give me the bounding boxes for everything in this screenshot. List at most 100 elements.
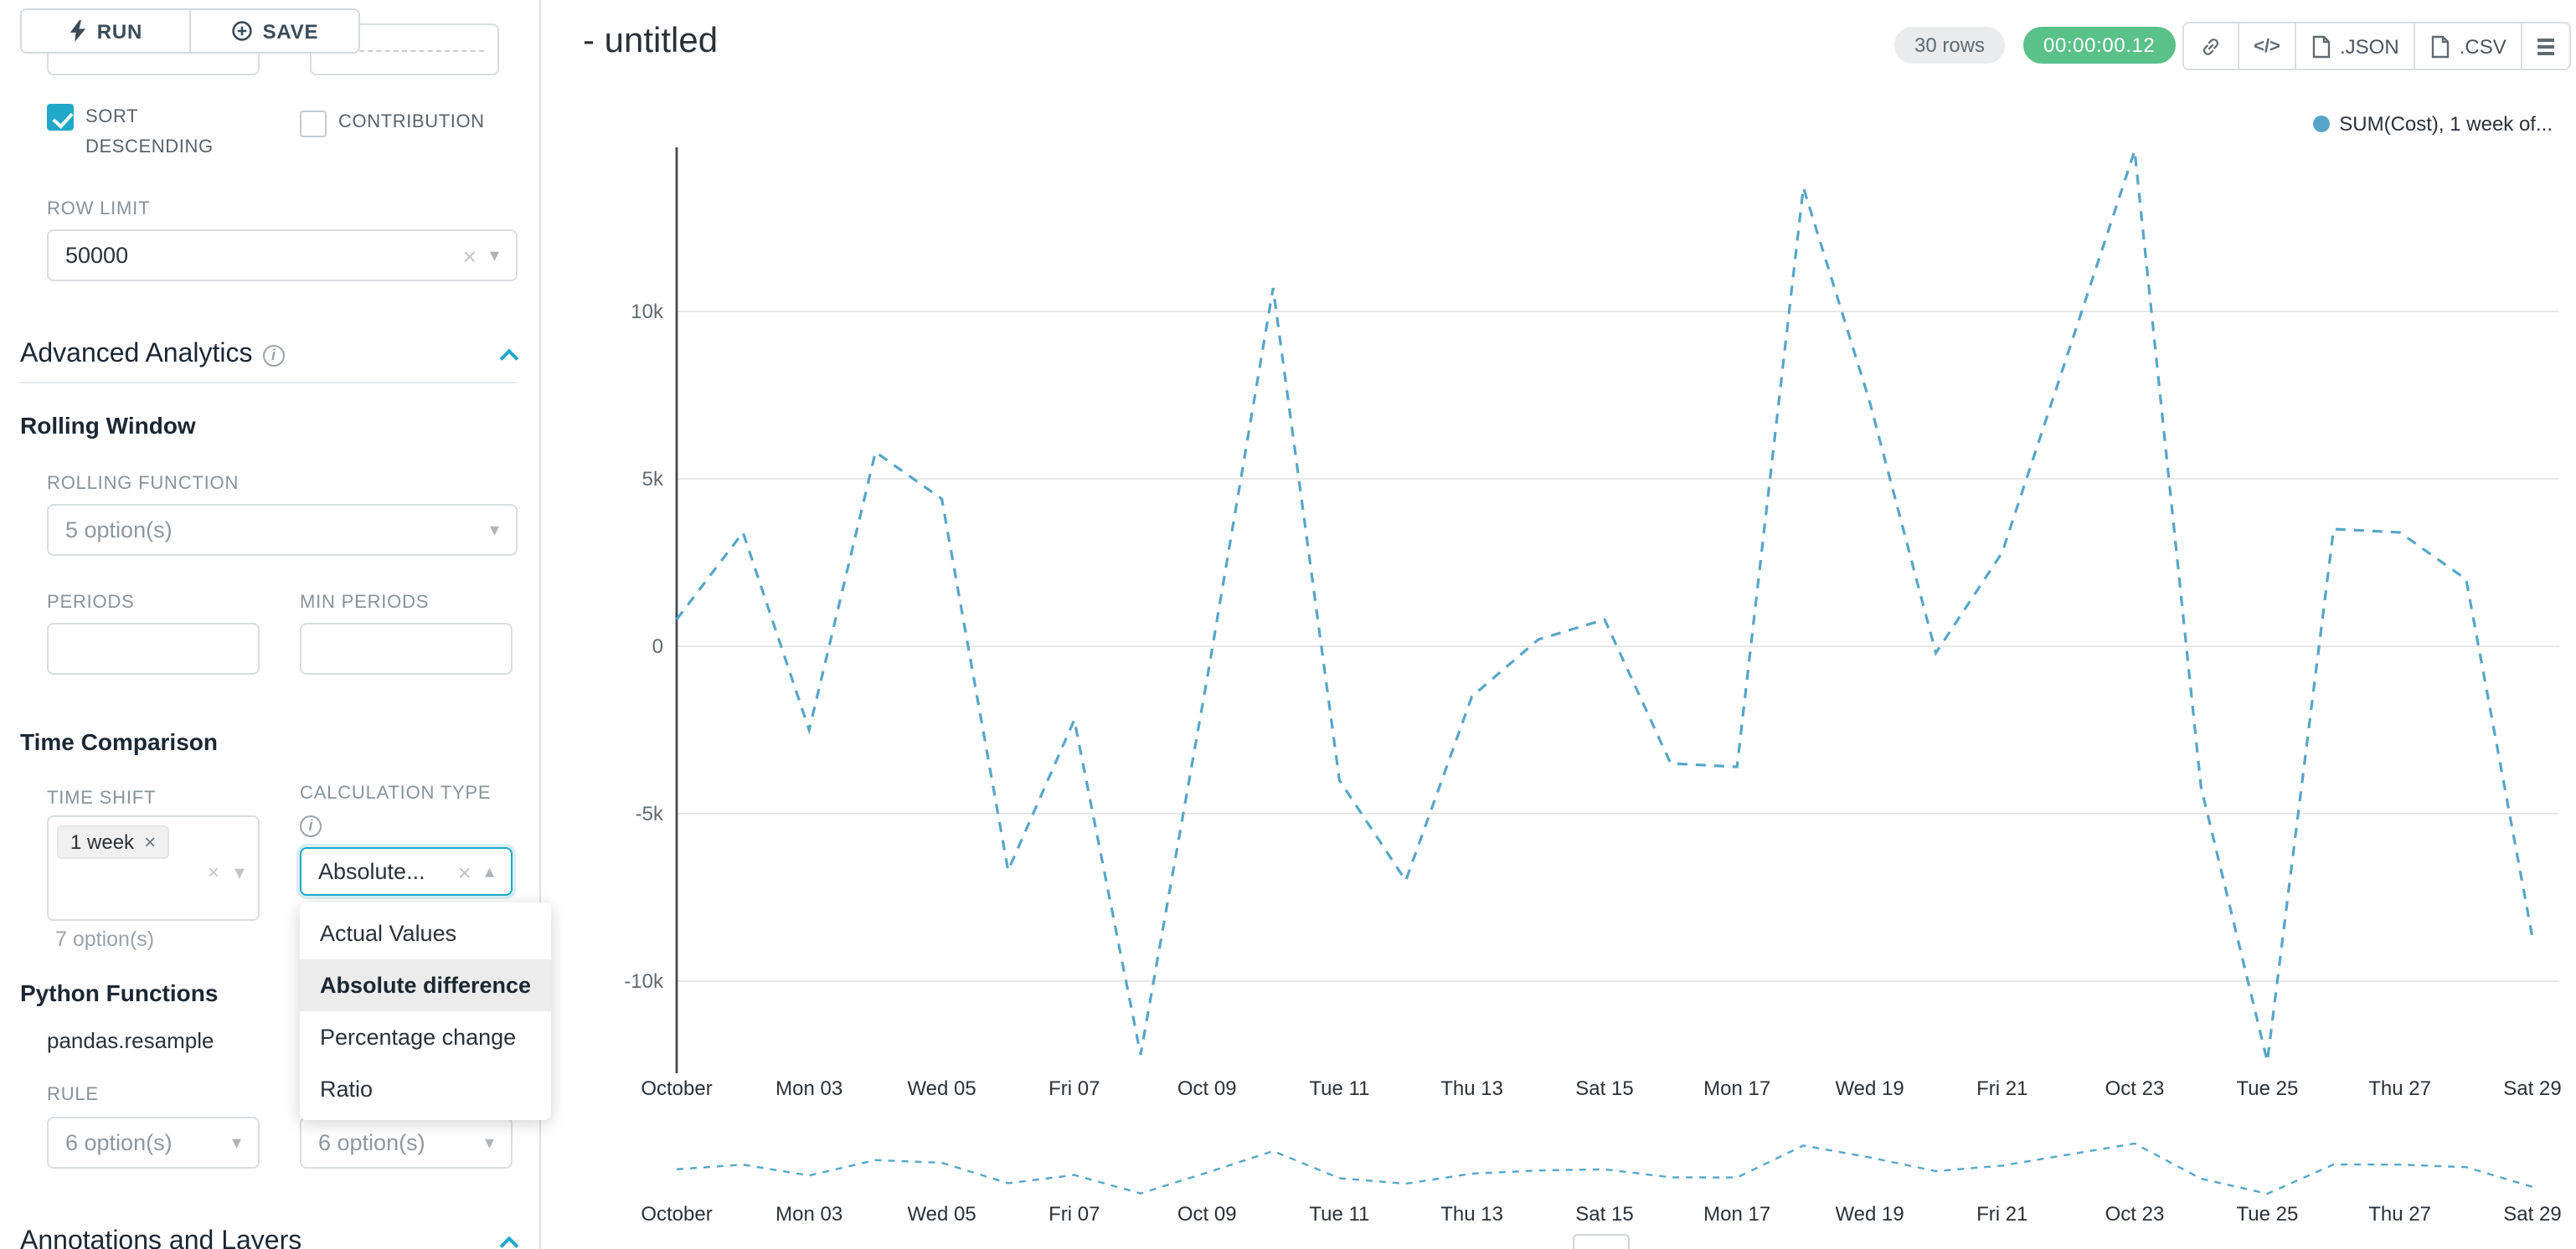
file-icon [2432,34,2450,58]
advanced-analytics-header: Advanced Analytics i [20,340,519,370]
svg-text:Wed 05: Wed 05 [907,1203,976,1226]
method-select[interactable]: 6 option(s) ▾ [300,1117,513,1169]
clear-icon[interactable]: × [462,242,477,269]
min-periods-input[interactable] [300,623,513,675]
time-shift-select[interactable]: 1 week × × ▾ [47,815,260,921]
advanced-analytics-title: Advanced Analytics [20,340,253,368]
rows-badge: 30 rows [1894,27,2006,64]
code-icon: </> [2254,36,2280,56]
time-shift-select-icons: × ▾ [208,861,245,884]
row-limit-select[interactable]: 50000 × ▾ [47,229,518,281]
svg-text:Wed 19: Wed 19 [1835,1203,1904,1226]
svg-text:Fri 07: Fri 07 [1048,1203,1100,1226]
calculation-type-select[interactable]: Absolute... × ▴ [300,847,513,896]
svg-text:Sat 29: Sat 29 [2503,1077,2561,1100]
annotations-title: Annotations and Layers [20,1227,302,1249]
calculation-type-label: CALCULATION TYPE [300,784,492,804]
svg-text:Tue 25: Tue 25 [2236,1077,2298,1100]
chevron-up-icon[interactable] [499,1236,519,1249]
remove-tag-icon[interactable]: × [144,830,157,854]
calculation-type-value: Absolute... [318,859,425,884]
legend-label: SUM(Cost), 1 week of... [2339,112,2553,136]
run-save-group: RUN SAVE [20,8,360,54]
annotations-header: Annotations and Layers [20,1227,519,1249]
calculation-option-absolute-difference[interactable]: Absolute difference [300,959,551,1011]
svg-text:Oct 23: Oct 23 [2105,1203,2165,1226]
download-json-button[interactable]: .JSON [2296,23,2416,69]
svg-text:Fri 07: Fri 07 [1048,1077,1100,1100]
clear-icon[interactable]: × [457,858,471,885]
sort-descending-checkbox[interactable] [47,104,74,131]
chevron-up-icon[interactable] [499,348,519,368]
clear-icon[interactable]: × [207,861,219,884]
svg-text:Oct 09: Oct 09 [1177,1203,1237,1226]
method-value: 6 option(s) [318,1130,425,1155]
info-icon: i [300,815,322,837]
row-limit-label: ROW LIMIT [47,199,151,219]
svg-text:Oct 23: Oct 23 [2105,1077,2165,1100]
sort-descending-label: SORT DESCENDING [85,107,214,157]
svg-text:Thu 13: Thu 13 [1440,1203,1503,1226]
run-button[interactable]: RUN [22,10,191,52]
contribution-checkbox[interactable] [300,110,327,137]
expand-handle[interactable] [1573,1234,1630,1249]
legend-dot [2312,116,2330,132]
svg-text:Mon 03: Mon 03 [775,1203,842,1226]
svg-text:Sat 15: Sat 15 [1575,1203,1633,1226]
json-label: .JSON [2340,34,2399,58]
svg-text:Fri 21: Fri 21 [1976,1203,2027,1226]
time-shift-label: TIME SHIFT [47,789,157,809]
time-shift-tag-label: 1 week [70,830,135,854]
contribution-label: CONTRIBUTION [338,112,485,132]
rolling-function-select[interactable]: 5 option(s) ▾ [47,504,518,556]
chevron-down-icon[interactable]: ▾ [234,861,245,884]
time-comparison-title: Time Comparison [20,728,218,755]
copy-link-button[interactable] [2184,23,2239,69]
chevron-down-icon[interactable]: ▾ [489,246,499,266]
hamburger-icon [2537,44,2555,48]
chart-svg[interactable]: 10k 5k 0 -5k -10k October October Mon 03 Mon 03 W… [541,0,2576,1249]
svg-text:Thu 13: Thu 13 [1440,1077,1503,1100]
save-label: SAVE [262,19,319,43]
menu-button[interactable] [2522,23,2570,69]
svg-text:Tue 25: Tue 25 [2236,1203,2298,1226]
svg-text:Wed 05: Wed 05 [907,1077,976,1100]
calculation-option-ratio[interactable]: Ratio [320,1077,374,1102]
download-csv-button[interactable]: .CSV [2415,23,2523,69]
svg-text:Wed 19: Wed 19 [1835,1077,1904,1100]
svg-text:-5k: -5k [636,803,664,825]
svg-text:Oct 09: Oct 09 [1177,1077,1237,1100]
svg-text:October: October [641,1203,712,1226]
chevron-down-icon[interactable]: ▾ [231,1133,241,1154]
svg-text:Fri 21: Fri 21 [1976,1077,2027,1100]
legend[interactable]: SUM(Cost), 1 week of... [2312,112,2553,136]
chevron-up-icon[interactable]: ▴ [484,862,494,882]
timer-badge: 00:00:00.12 [2023,27,2176,64]
time-shift-tag[interactable]: 1 week × [57,825,170,859]
rolling-function-value: 5 option(s) [65,517,173,542]
run-label: RUN [96,19,143,43]
calculation-option-percentage-change[interactable]: Percentage change [320,1025,517,1050]
rule-value: 6 option(s) [65,1130,173,1155]
rule-select[interactable]: 6 option(s) ▾ [47,1117,260,1169]
svg-text:Mon 17: Mon 17 [1703,1203,1770,1226]
info-icon: i [262,344,285,366]
rolling-function-label: ROLLING FUNCTION [47,474,240,494]
svg-text:October: October [641,1077,712,1100]
periods-input[interactable] [47,623,260,675]
plus-circle-icon [231,21,252,41]
embed-code-button[interactable]: </> [2239,23,2296,69]
rolling-window-title: Rolling Window [20,412,196,439]
save-button[interactable]: SAVE [191,10,358,52]
python-functions-title: Python Functions [20,979,219,1006]
calculation-dropdown-menu: Actual Values Absolute difference Percenta… [300,902,551,1120]
svg-text:-10k: -10k [624,970,664,993]
pandas-resample-label: pandas.resample [47,1028,214,1053]
chevron-down-icon[interactable]: ▾ [489,521,499,541]
sort-descending-row: SORT DESCENDING [47,104,223,162]
chevron-down-icon[interactable]: ▾ [484,1133,494,1154]
svg-text:Thu 27: Thu 27 [2368,1077,2431,1100]
calculation-option-actual-values[interactable]: Actual Values [320,921,457,946]
svg-text:Sat 29: Sat 29 [2503,1203,2561,1226]
